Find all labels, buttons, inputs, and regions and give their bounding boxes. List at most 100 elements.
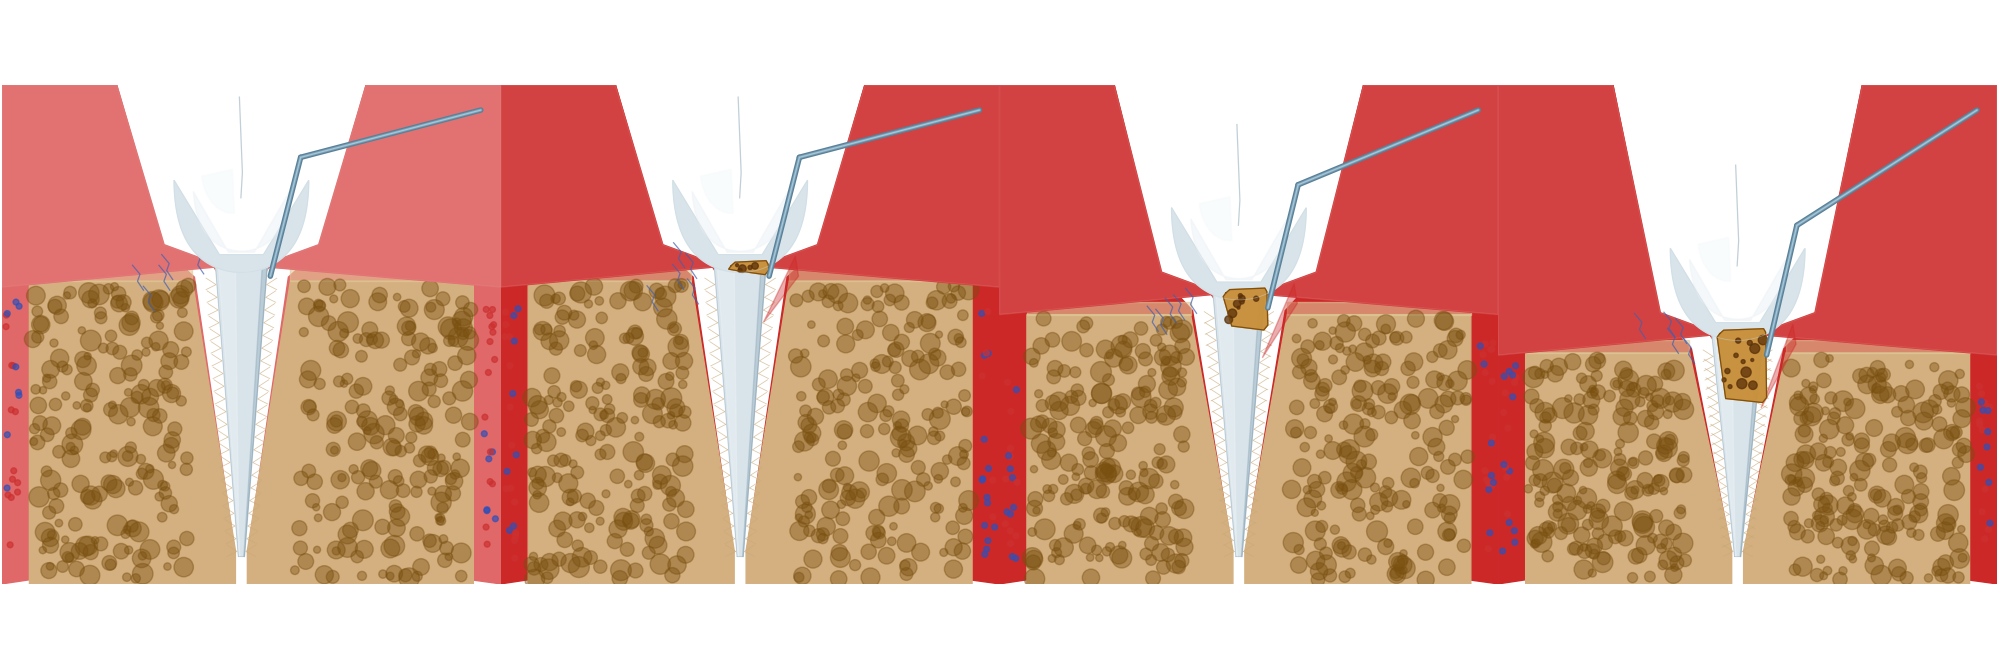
Circle shape	[132, 574, 140, 583]
Circle shape	[1407, 310, 1425, 327]
Polygon shape	[1215, 292, 1237, 557]
Circle shape	[1357, 548, 1371, 561]
Circle shape	[1121, 332, 1137, 348]
Circle shape	[805, 511, 811, 518]
Polygon shape	[763, 256, 797, 322]
Circle shape	[1870, 565, 1890, 585]
Circle shape	[1570, 442, 1582, 454]
Circle shape	[1337, 542, 1345, 549]
Circle shape	[396, 400, 404, 407]
Circle shape	[1007, 511, 1013, 517]
Circle shape	[322, 316, 336, 330]
Circle shape	[48, 531, 56, 539]
Circle shape	[1481, 361, 1487, 367]
Circle shape	[1818, 492, 1832, 505]
Circle shape	[511, 537, 517, 543]
Circle shape	[1449, 328, 1463, 343]
Circle shape	[1173, 426, 1189, 442]
Circle shape	[547, 455, 559, 466]
Circle shape	[446, 486, 460, 501]
Circle shape	[1804, 519, 1812, 528]
Circle shape	[1089, 399, 1095, 407]
Circle shape	[879, 409, 891, 421]
Circle shape	[1590, 508, 1604, 522]
Polygon shape	[30, 281, 236, 584]
Circle shape	[1892, 505, 1900, 514]
Circle shape	[1882, 434, 1900, 452]
Circle shape	[525, 569, 543, 589]
Circle shape	[340, 380, 348, 387]
Circle shape	[1842, 398, 1850, 405]
Circle shape	[1890, 518, 1902, 531]
Circle shape	[106, 479, 126, 498]
Circle shape	[302, 361, 320, 380]
Circle shape	[300, 328, 308, 337]
Circle shape	[360, 332, 374, 347]
Circle shape	[1041, 418, 1057, 433]
Circle shape	[1614, 399, 1632, 416]
Circle shape	[1878, 515, 1886, 524]
Circle shape	[1984, 480, 1990, 485]
Circle shape	[1345, 568, 1355, 578]
Circle shape	[673, 334, 687, 349]
Circle shape	[1397, 555, 1407, 565]
Circle shape	[1399, 331, 1411, 343]
Circle shape	[1125, 470, 1135, 480]
Circle shape	[1341, 545, 1355, 559]
Circle shape	[398, 317, 416, 335]
Circle shape	[1323, 399, 1337, 413]
Circle shape	[637, 348, 647, 357]
Circle shape	[1047, 555, 1055, 563]
Circle shape	[635, 454, 653, 472]
Circle shape	[905, 312, 923, 328]
Circle shape	[947, 329, 963, 345]
Circle shape	[1403, 412, 1421, 429]
Circle shape	[1674, 393, 1690, 410]
Circle shape	[1367, 555, 1375, 564]
Circle shape	[1303, 490, 1321, 508]
Circle shape	[671, 456, 693, 476]
Circle shape	[80, 490, 96, 504]
Circle shape	[1435, 312, 1453, 330]
Circle shape	[488, 479, 494, 484]
Circle shape	[416, 412, 432, 429]
Circle shape	[1812, 488, 1824, 500]
Circle shape	[1630, 511, 1652, 531]
Circle shape	[1530, 539, 1538, 548]
Polygon shape	[1710, 332, 1762, 557]
Circle shape	[1800, 407, 1820, 425]
Circle shape	[1391, 556, 1405, 569]
Circle shape	[482, 414, 488, 420]
Circle shape	[1331, 525, 1339, 535]
Circle shape	[328, 322, 348, 342]
Circle shape	[1830, 459, 1846, 476]
Circle shape	[1455, 330, 1465, 339]
Polygon shape	[527, 281, 733, 584]
Circle shape	[1672, 533, 1692, 553]
Circle shape	[641, 514, 651, 524]
Circle shape	[1662, 410, 1670, 419]
Polygon shape	[1760, 324, 1794, 408]
Circle shape	[1836, 515, 1846, 525]
Circle shape	[1638, 451, 1652, 465]
Circle shape	[623, 282, 641, 300]
Circle shape	[364, 427, 372, 434]
Polygon shape	[1261, 290, 1269, 298]
Circle shape	[132, 391, 144, 403]
Circle shape	[1504, 511, 1510, 517]
Circle shape	[1836, 417, 1852, 434]
Circle shape	[1792, 391, 1802, 399]
Circle shape	[535, 429, 549, 443]
Circle shape	[803, 525, 815, 537]
Circle shape	[1586, 502, 1594, 510]
Circle shape	[803, 424, 821, 442]
Circle shape	[1169, 494, 1183, 509]
Circle shape	[1630, 547, 1646, 563]
Circle shape	[1886, 498, 1904, 515]
Polygon shape	[527, 268, 691, 281]
Circle shape	[1506, 369, 1510, 375]
Circle shape	[166, 540, 180, 554]
Circle shape	[1928, 395, 1940, 407]
Circle shape	[4, 485, 10, 491]
Circle shape	[400, 299, 418, 317]
